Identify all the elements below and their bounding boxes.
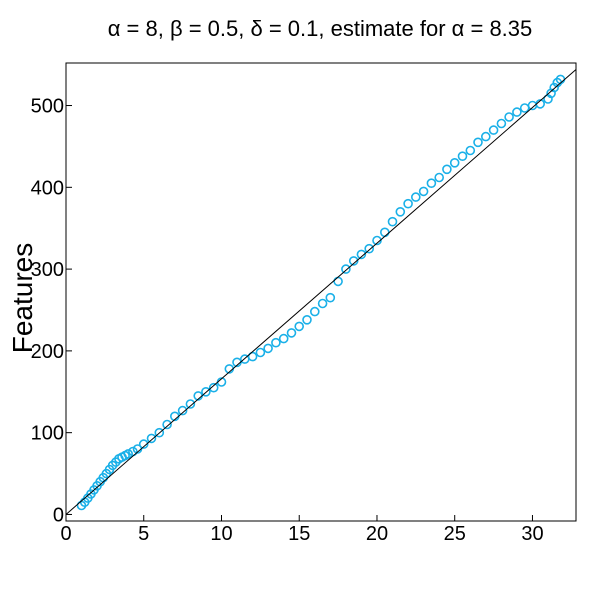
data-point	[263, 343, 273, 354]
data-point	[387, 216, 398, 227]
data-point	[123, 449, 133, 459]
data-point	[403, 198, 413, 209]
y-tick-label: 400	[31, 177, 64, 199]
data-point	[379, 227, 390, 238]
data-point	[317, 298, 328, 309]
data-point	[278, 333, 289, 344]
data-point	[138, 439, 149, 449]
data-point	[146, 433, 157, 444]
data-point	[442, 164, 452, 175]
y-tick-label: 300	[31, 259, 64, 281]
x-tick-label: 25	[444, 523, 466, 545]
plot-frame	[65, 62, 577, 522]
data-point	[449, 158, 460, 168]
data-point	[255, 347, 266, 358]
data-point	[333, 276, 343, 287]
data-point	[496, 118, 507, 129]
x-axis-ticks: 0 5 10 15 20 25 30	[60, 515, 544, 545]
data-point	[410, 192, 421, 202]
data-point	[302, 314, 312, 325]
data-point	[480, 131, 491, 142]
data-point	[426, 178, 437, 188]
data-point	[465, 145, 476, 156]
fit-line	[65, 69, 577, 515]
data-point	[356, 249, 367, 260]
data-point	[372, 235, 382, 246]
x-tick-label: 0	[60, 523, 71, 545]
data-point	[247, 351, 258, 362]
data-point	[271, 337, 281, 348]
data-point	[286, 328, 297, 338]
data-point	[309, 306, 320, 317]
data-point	[418, 186, 429, 197]
x-tick-label: 15	[288, 523, 310, 545]
data-point	[341, 264, 351, 274]
data-point	[473, 137, 483, 148]
chart-title: α = 8, β = 0.5, δ = 0.1, estimate for α …	[108, 16, 533, 41]
data-point	[457, 151, 468, 161]
data-point	[177, 405, 188, 416]
x-tick-label: 5	[138, 523, 149, 545]
y-axis-ticks: 0 100 200 300 400 500	[31, 96, 72, 526]
data-point	[208, 382, 219, 393]
data-point	[395, 207, 406, 217]
data-point	[185, 399, 196, 409]
data-point	[154, 427, 165, 438]
data-point	[549, 82, 560, 93]
data-point	[434, 172, 445, 183]
data-point	[519, 103, 530, 113]
data-point	[512, 107, 522, 117]
y-tick-label: 100	[31, 423, 64, 445]
y-axis-label: Features	[7, 243, 38, 354]
data-point	[294, 321, 305, 332]
data-point	[504, 112, 514, 122]
y-tick-label: 500	[31, 96, 64, 118]
data-point	[348, 256, 359, 266]
y-tick-label: 200	[31, 341, 64, 363]
data-point	[488, 125, 499, 135]
data-point	[162, 419, 172, 430]
x-tick-label: 10	[210, 523, 232, 545]
data-point	[201, 386, 211, 397]
x-tick-label: 20	[366, 523, 388, 545]
data-point	[364, 243, 375, 254]
y-tick-label: 0	[53, 504, 64, 526]
x-tick-label: 30	[521, 523, 543, 545]
data-point	[325, 292, 336, 303]
